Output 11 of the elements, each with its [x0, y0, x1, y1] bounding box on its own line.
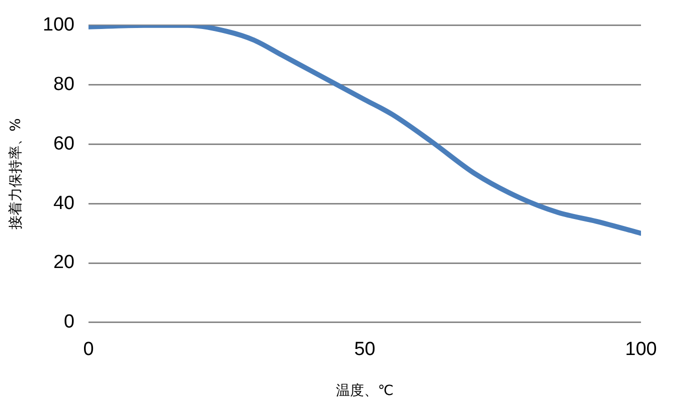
y-tick-label: 80: [53, 74, 74, 96]
x-tick-label: 0: [83, 339, 94, 360]
y-axis-title: 接着力保持率、%: [8, 118, 24, 230]
x-axis-title: 温度、℃: [336, 383, 394, 400]
x-tick-label: 100: [625, 339, 657, 360]
y-tick-label: 0: [64, 312, 74, 333]
y-tick-label: 60: [53, 133, 74, 154]
y-tick-label: 20: [53, 252, 74, 274]
y-tick-label: 40: [53, 192, 74, 214]
y-tick-label: 100: [42, 14, 74, 36]
x-tick-label: 50: [354, 339, 376, 360]
